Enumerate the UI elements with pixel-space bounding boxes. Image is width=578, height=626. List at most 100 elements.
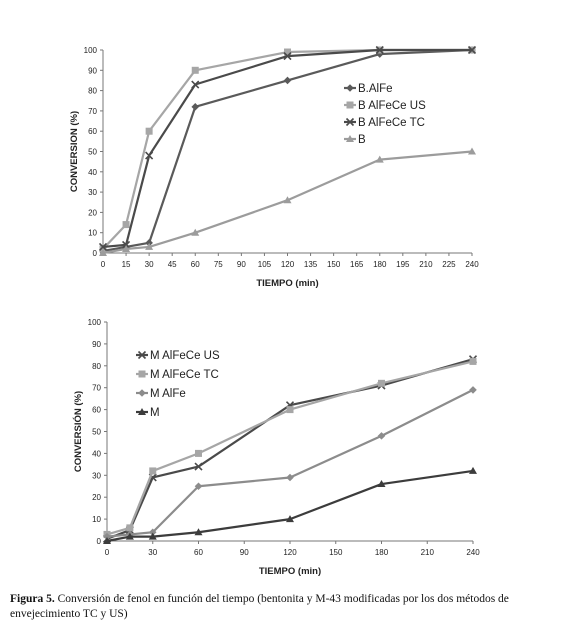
x-tick-label: 120: [281, 260, 295, 269]
x-tick-label: 135: [304, 260, 318, 269]
data-point: [98, 242, 108, 251]
x-tick-label: 90: [240, 548, 249, 557]
y-tick-label: 10: [92, 515, 101, 524]
series-line: [106, 358, 474, 540]
legend-marker: [138, 408, 146, 415]
x-tick-label: 0: [101, 260, 106, 269]
data-point: [125, 532, 134, 540]
x-tick-label: 0: [105, 548, 110, 557]
legend-item-m-alfece-tc: M AlFeCe TC: [136, 369, 219, 381]
y-axis-title: CONVERSIÓN (%): [72, 391, 84, 472]
x-tick-label: 15: [122, 260, 131, 269]
legend-label: B AlFeCe TC: [358, 117, 425, 129]
legend-label: M: [150, 407, 160, 419]
legend-label: M AlFeCe TC: [150, 369, 219, 381]
y-tick-label: 20: [88, 208, 97, 217]
series-m: [103, 466, 477, 544]
x-tick-label: 180: [375, 548, 389, 557]
x-tick-label: 210: [421, 548, 435, 557]
x-tick-label: 45: [168, 260, 177, 269]
y-tick-label: 100: [88, 318, 102, 327]
legend-item-b: B: [344, 134, 366, 146]
data-point: [467, 45, 477, 55]
data-point: [375, 155, 384, 163]
x-tick-label: 150: [327, 260, 341, 269]
data-point: [284, 48, 291, 56]
data-point: [103, 537, 111, 544]
data-point: [468, 147, 476, 155]
legend: M AlFeCe US M AlFeCe TC M AlFe M: [136, 350, 220, 419]
x-tick-label: 225: [442, 260, 456, 269]
y-tick-label: 10: [88, 229, 97, 238]
x-tick-label: 30: [148, 548, 157, 557]
caption-text: Conversión de fenol en función del tiemp…: [10, 593, 509, 620]
data-point: [148, 532, 157, 540]
y-tick-label: 20: [92, 493, 101, 502]
x-axis-title: TIEMPO (min): [259, 566, 321, 577]
legend: B.AlFe B AlFeCe US B AlFeCe TC B: [344, 83, 426, 146]
legend-label: M AlFe: [150, 388, 186, 400]
chart-b-conversion: 0 10 20 30 40 50 60 70 80 90 100 0 15 30 45 60 75 90 105 12…: [69, 45, 479, 289]
data-point: [194, 528, 203, 536]
y-tick-label: 70: [88, 107, 97, 116]
legend-marker: [345, 117, 355, 127]
caption-label: Figura 5.: [10, 593, 55, 605]
series-b: [99, 147, 476, 256]
series-m-alfece-us: [102, 355, 478, 543]
y-tick-label: 30: [88, 188, 97, 197]
legend-label: B: [358, 134, 366, 146]
chart-m-conversion: 0 10 20 30 40 50 60 70 80 90 100 0 30 60 90 120 150 180 21…: [72, 318, 480, 577]
y-tick-label: 0: [93, 249, 98, 258]
y-tick-label: 90: [92, 340, 101, 349]
y-tick-label: 80: [88, 87, 97, 96]
data-point: [378, 379, 385, 387]
legend-item-m-alfe: M AlFe: [136, 388, 186, 400]
data-point: [145, 127, 153, 135]
data-point: [149, 467, 157, 475]
data-point: [99, 249, 107, 256]
x-tick-label: 75: [214, 260, 223, 269]
legend-label: M AlFeCe US: [150, 350, 220, 362]
series-m-alfece-tc: [103, 357, 477, 538]
legend-item-b-alfe: B.AlFe: [344, 83, 393, 95]
data-point: [286, 406, 294, 414]
x-tick-label: 195: [396, 260, 410, 269]
legend-item-b-alfece-us: B AlFeCe US: [344, 100, 426, 112]
legend-marker: [346, 135, 354, 142]
data-point: [283, 196, 292, 204]
legend-marker: [138, 370, 146, 378]
data-point: [377, 432, 386, 440]
data-point: [126, 524, 134, 532]
x-tick-label: 180: [373, 260, 387, 269]
legend-item-b-alfece-tc: B AlFeCe TC: [344, 117, 425, 129]
data-point: [286, 515, 294, 523]
data-point: [195, 449, 202, 457]
x-tick-label: 165: [350, 260, 364, 269]
x-tick-label: 60: [191, 260, 200, 269]
data-point: [377, 480, 386, 488]
data-point: [375, 45, 384, 55]
series-line: [106, 469, 474, 543]
data-point: [286, 473, 294, 482]
data-point: [99, 245, 107, 253]
data-point: [122, 221, 130, 229]
y-tick-label: 90: [88, 66, 97, 75]
data-point: [122, 244, 131, 252]
x-tick-label: 150: [329, 548, 343, 557]
data-point: [145, 242, 154, 250]
legend-label: B.AlFe: [358, 83, 393, 95]
y-tick-label: 30: [92, 471, 101, 480]
data-point: [145, 151, 154, 160]
data-point: [103, 532, 111, 541]
y-tick-label: 80: [92, 362, 101, 371]
y-tick-label: 50: [92, 428, 101, 437]
x-tick-label: 90: [237, 260, 246, 269]
x-tick-label: 240: [466, 548, 480, 557]
y-tick-label: 0: [97, 537, 102, 546]
data-point: [191, 103, 200, 111]
data-point: [191, 80, 200, 89]
y-tick-label: 50: [88, 148, 97, 157]
data-point: [121, 240, 131, 249]
legend-marker: [138, 389, 146, 397]
